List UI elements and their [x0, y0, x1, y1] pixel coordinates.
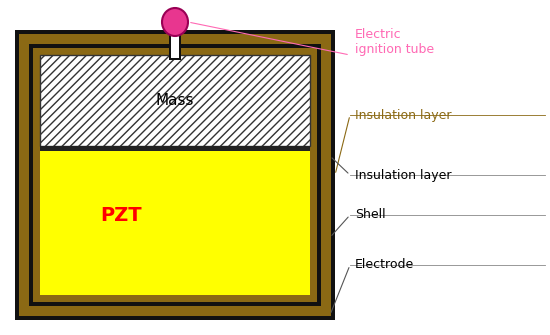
Text: Shell: Shell [355, 208, 386, 221]
Bar [15, 30, 335, 320]
Bar [40, 55, 310, 295]
Bar [40, 151, 310, 295]
Bar [19, 34, 331, 316]
Text: Mass: Mass [156, 93, 194, 108]
Bar [29, 44, 321, 306]
Bar [171, 18, 179, 58]
Bar [40, 55, 310, 146]
Text: Electrode: Electrode [355, 259, 414, 271]
Bar [40, 146, 310, 151]
Bar [33, 48, 317, 302]
Text: Insulation layer: Insulation layer [355, 109, 452, 122]
Text: Electric
ignition tube: Electric ignition tube [355, 28, 434, 56]
Text: PZT: PZT [100, 206, 142, 225]
Ellipse shape [162, 8, 188, 36]
Bar [169, 18, 181, 60]
Text: Insulation layer: Insulation layer [355, 169, 452, 182]
